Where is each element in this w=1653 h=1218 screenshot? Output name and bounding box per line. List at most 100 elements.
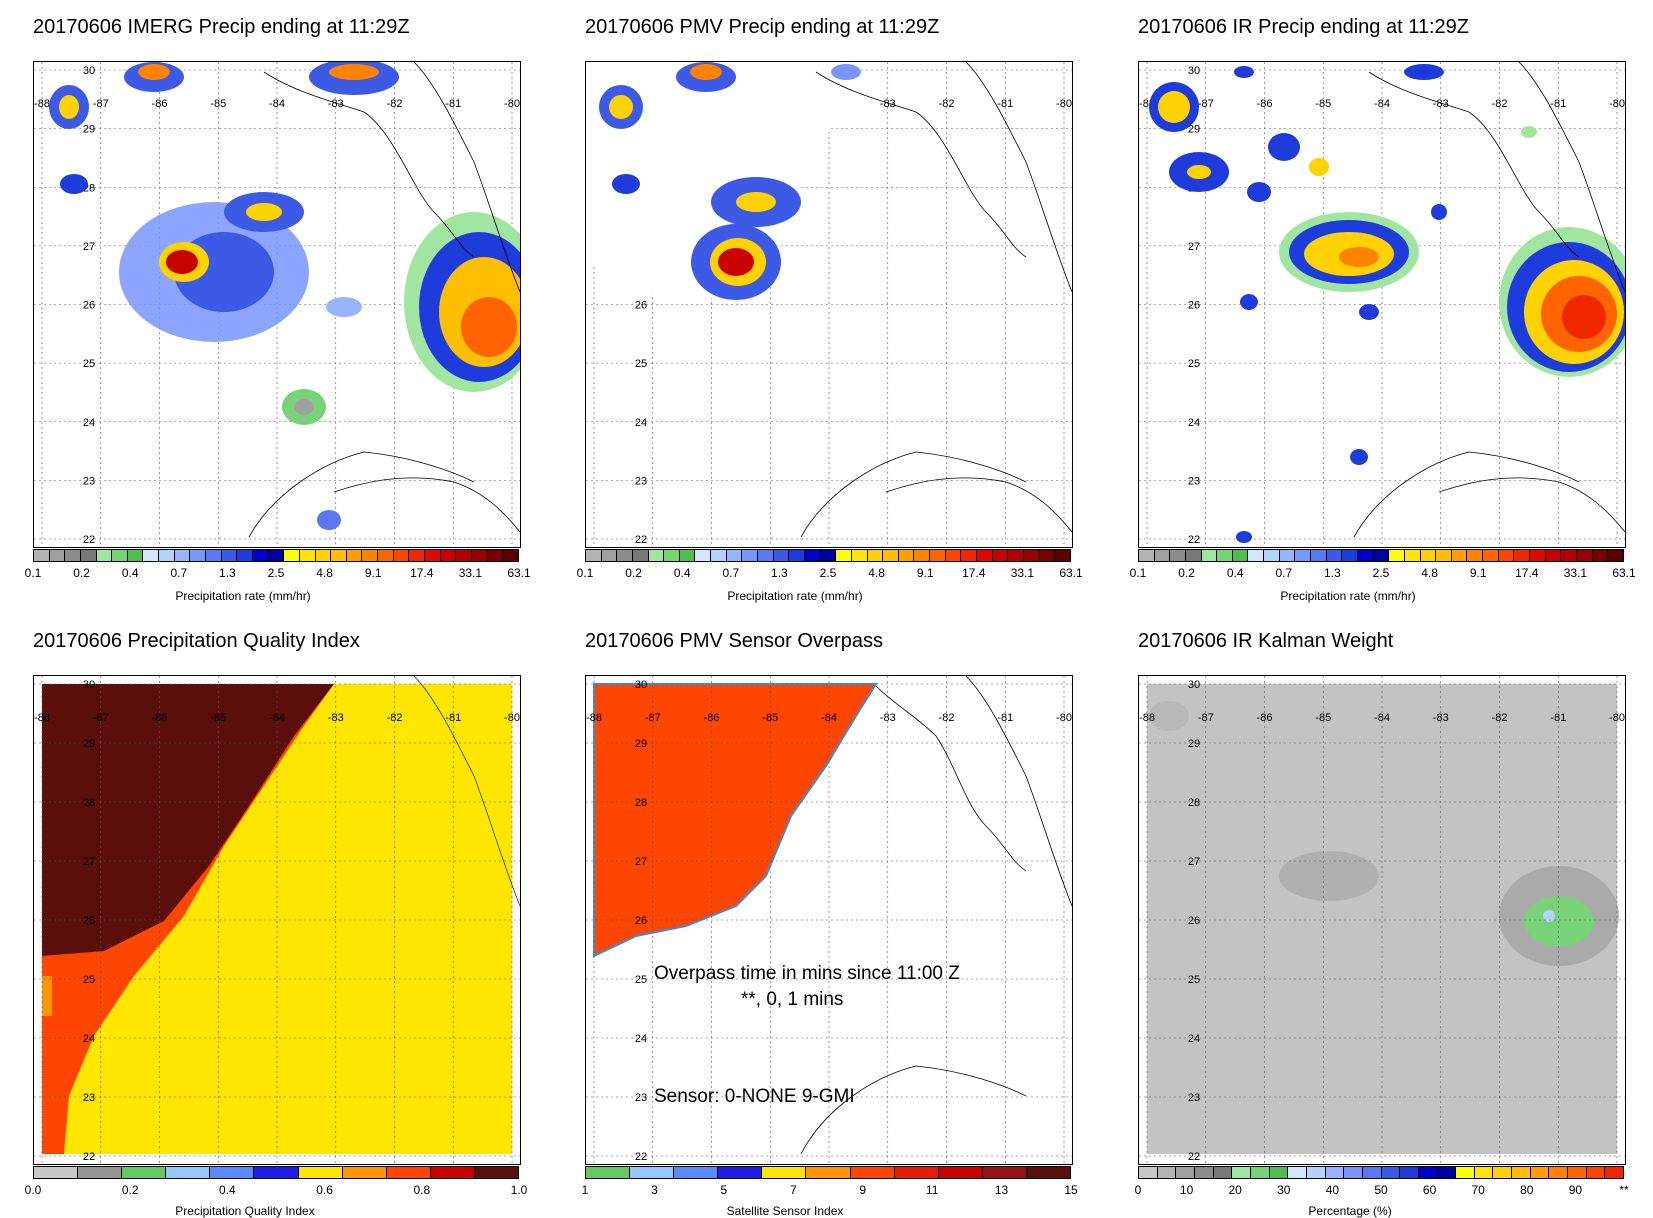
colorbar-segment <box>78 1167 123 1178</box>
lon-label: -81 <box>997 712 1013 724</box>
colorbar-segment <box>1154 550 1171 561</box>
colorbar-segment <box>674 1167 719 1178</box>
colorbar-tick-label: 70 <box>1471 1183 1485 1197</box>
colorbar-segment <box>1342 550 1358 561</box>
colorbar-tick-label: 0.1 <box>576 566 594 580</box>
lon-label: -81 <box>445 712 461 724</box>
colorbar-segment <box>1592 550 1609 561</box>
colorbar-segment <box>159 550 175 561</box>
colorbar-label: Precipitation rate (mm/hr) <box>1280 589 1416 603</box>
colorbar-tick-label: 4.8 <box>1421 566 1438 580</box>
colorbar-segment <box>1437 1167 1457 1178</box>
colorbar-segment <box>1474 1167 1494 1178</box>
colorbar-segment <box>1039 550 1056 561</box>
map-quality[interactable]: -88 -87 -86 -85 -84 -83 -82 -81 -80 30 29 28 27 26 25 2… <box>33 675 521 1165</box>
lon-label: -87 <box>93 712 109 724</box>
colorbar-segment <box>1608 550 1623 561</box>
lon-label: -82 <box>939 712 955 724</box>
pqi-field-dark <box>42 684 334 956</box>
colorbar-tick-label: 0.0 <box>24 1183 42 1197</box>
colorbar-segment <box>894 1167 939 1178</box>
map-ir[interactable]: -88-87-86-85-84-83-82-81-803029282726252… <box>1138 61 1626 548</box>
coastline <box>800 62 1072 538</box>
map-overpass[interactable]: -88 -87 -86 -85 -84 -83 -82 -81 -80 30 29 28 27 26 25 2… <box>585 675 1073 1165</box>
colorbar-segment <box>1561 550 1577 561</box>
colorbar-segment <box>474 1167 519 1178</box>
colorbar-segment <box>1493 1167 1513 1178</box>
lat-label: 27 <box>83 856 95 868</box>
lat-label: 24 <box>83 1033 95 1045</box>
lat-label: 23 <box>1188 475 1200 487</box>
colorbar-segment <box>742 550 759 561</box>
colorbar-tick-label: 0 <box>1134 1183 1142 1197</box>
lon-label: -85 <box>210 712 226 724</box>
colorbar-tick-label: 0.6 <box>316 1183 333 1197</box>
colorbar-tick-label: 17.4 <box>410 566 434 580</box>
colorbar-tick-label: 33.1 <box>1563 566 1588 580</box>
colorbar-label: Precipitation rate (mm/hr) <box>175 589 311 603</box>
colorbar-segment <box>1530 550 1546 561</box>
colorbar-segment <box>867 550 884 561</box>
colorbar-segment <box>945 550 962 561</box>
map-imerg[interactable]: -88 -87 -86 -85 -84 -83 -82 -81 -80 30 29 28 27 26 25 2… <box>33 61 521 548</box>
colorbar-segment <box>1420 550 1437 561</box>
colorbar-segment <box>1232 1167 1251 1178</box>
colorbar-tick-label: ** <box>1619 1183 1629 1197</box>
coastline <box>413 676 520 907</box>
colorbar-segment <box>1217 550 1233 561</box>
colorbar-segment <box>762 1167 807 1178</box>
colorbar-segment <box>299 550 316 561</box>
overpass-field <box>593 683 878 958</box>
map-pmv[interactable]: -88-87-86-85-84-83-82-81-803029282726252… <box>585 61 1073 548</box>
lat-label: 28 <box>1188 797 1200 809</box>
lon-label: -88 <box>34 98 50 110</box>
colorbar-segment <box>1404 550 1421 561</box>
colorbar-tick-label: 9.1 <box>364 566 382 580</box>
colorbar-segment <box>1311 550 1327 561</box>
colorbar-tick-label: 0.4 <box>673 566 691 580</box>
colorbar-segment <box>268 550 285 561</box>
lon-label: -83 <box>880 712 896 724</box>
colorbar-tick-label: 1.3 <box>219 566 236 580</box>
lat-label: 24 <box>635 417 647 429</box>
lat-label: 26 <box>83 915 95 927</box>
colorbar-segment <box>1362 1167 1382 1178</box>
colorbar-segment <box>804 550 821 561</box>
lon-label: -86 <box>704 712 720 724</box>
colorbar-segment <box>346 550 363 561</box>
lon-label: -87 <box>1198 712 1214 724</box>
lon-label: -84 <box>821 712 837 724</box>
lat-label: 30 <box>1188 679 1200 691</box>
panel-title: 20170606 IR Kalman Weight <box>1138 630 1394 652</box>
lat-label: 22 <box>83 1151 95 1163</box>
colorbar-segment <box>1055 550 1070 561</box>
colorbar-segment <box>1026 1167 1071 1178</box>
colorbar-tick-label: 4.8 <box>868 566 885 580</box>
colorbar-segment <box>362 550 379 561</box>
lat-label: 25 <box>1188 974 1200 986</box>
quality-colorbar <box>33 1166 519 1179</box>
colorbar-segment <box>1568 1167 1587 1178</box>
colorbar-segment <box>982 1167 1027 1178</box>
lon-label: -86 <box>1257 98 1273 110</box>
colorbar-tick-label: 90 <box>1568 1183 1583 1197</box>
colorbar-segment <box>977 550 993 561</box>
colorbar-segment <box>938 1167 983 1178</box>
colorbar-segment <box>1250 1167 1270 1178</box>
colorbar-segment <box>284 550 300 561</box>
colorbar-segment <box>1194 1167 1214 1178</box>
colorbar-tick-label: 0.7 <box>170 566 188 580</box>
map-kalman[interactable]: -88 -87 -86 -85 -84 -83 -82 -81 -80 30 29 28 27 26 25 2… <box>1138 675 1626 1165</box>
lat-label: 24 <box>1188 417 1200 429</box>
lon-label: -84 <box>269 98 285 110</box>
lat-label: 22 <box>1188 1151 1200 1163</box>
colorbar-segment <box>1400 1167 1419 1178</box>
precip-field <box>586 62 861 302</box>
colorbar-segment <box>174 550 191 561</box>
lon-label: -85 <box>210 98 226 110</box>
lon-label: -83 <box>328 98 344 110</box>
lon-label: -82 <box>1492 98 1508 110</box>
colorbar-segment <box>1512 1167 1531 1178</box>
lat-label: 23 <box>635 475 647 487</box>
lon-label: -82 <box>387 712 403 724</box>
